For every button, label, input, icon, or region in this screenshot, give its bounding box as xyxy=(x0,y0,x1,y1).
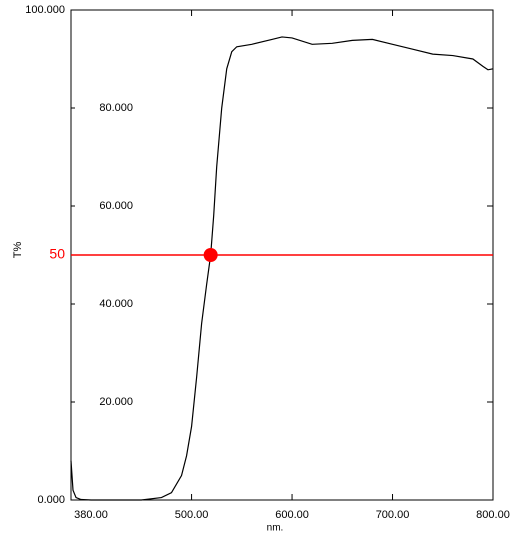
y-tick-label: 40.000 xyxy=(99,298,133,310)
x-tick-label: 380.00 xyxy=(74,509,108,521)
threshold-label: 50 xyxy=(49,246,65,262)
threshold-marker xyxy=(203,248,218,262)
y-tick-label: 100.000 xyxy=(25,4,65,16)
y-tick-label: 20.000 xyxy=(99,396,133,408)
x-axis-label: nm. xyxy=(267,523,284,534)
y-axis-label: T% xyxy=(12,242,24,259)
y-tick-label: 60.000 xyxy=(99,200,133,212)
x-tick-label: 800.00 xyxy=(476,509,510,521)
x-tick-label: 500.00 xyxy=(175,509,209,521)
y-tick-label: 80.000 xyxy=(99,102,133,114)
spectrum-line xyxy=(70,36,494,501)
x-tick-label: 600.00 xyxy=(275,509,309,521)
y-tick-label: 0.000 xyxy=(37,494,65,506)
x-tick-label: 700.00 xyxy=(376,509,410,521)
